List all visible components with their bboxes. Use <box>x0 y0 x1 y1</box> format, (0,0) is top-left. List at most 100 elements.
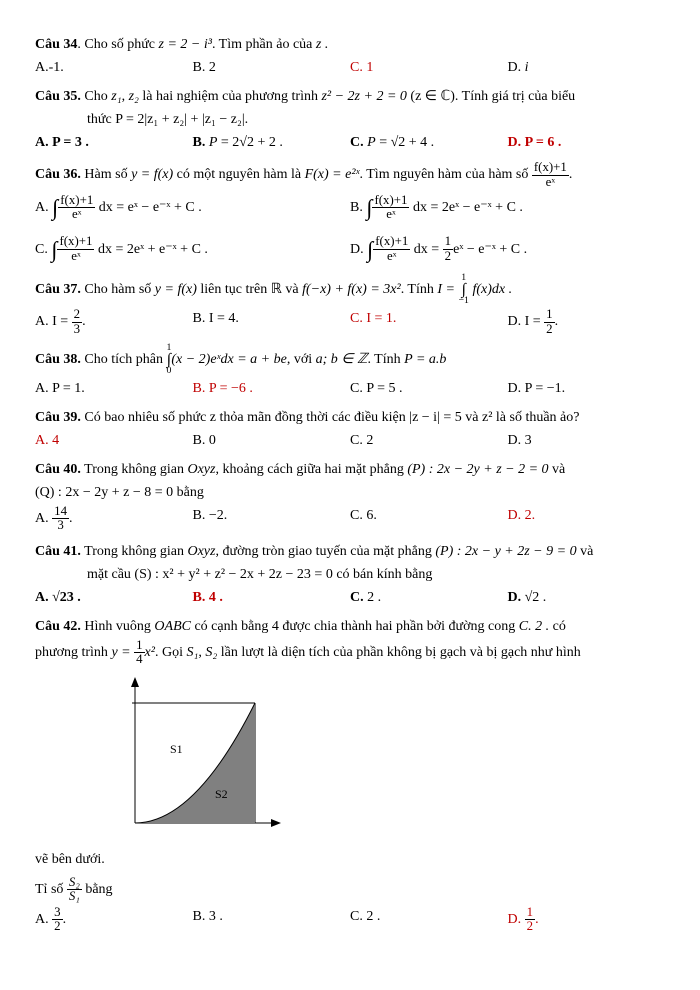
q41-oxyz: Oxyz <box>187 544 215 559</box>
q40-opt-b: B. −2. <box>193 505 351 533</box>
q36-stem-a: Hàm số <box>81 167 131 182</box>
q39-opt-d: D. 3 <box>508 430 666 451</box>
q36-a-frac: f(x)+1eˣ <box>58 194 95 222</box>
q40-line2: (Q) : 2x − 2y + z − 8 = 0 bằng <box>35 482 665 503</box>
q36-opt-b: B. ∫f(x)+1eˣ dx = 2eˣ − e⁻ˣ + C . <box>350 191 665 225</box>
q42-options: A. 32. B. 3 . C. 2 . D. 12. <box>35 906 665 934</box>
q42-C: C. 2 . <box>519 619 549 634</box>
q36-d-half: 12 <box>443 235 453 263</box>
q35-opt-c: C. P = √2 + 4 . <box>350 132 508 153</box>
q36-c-frac: f(x)+1eˣ <box>57 235 94 263</box>
question-34: Câu 34. Cho số phức z = 2 − i³. Tìm phần… <box>35 34 665 55</box>
q37-options: A. I = 23. B. I = 4. C. I = 1. D. I = 12… <box>35 308 665 336</box>
q34-expr: z = 2 − i³ <box>159 37 212 52</box>
q42-below: vẽ bên dưới. <box>35 849 665 870</box>
q36-b-pre: B. <box>350 200 366 215</box>
q36-yfx: y = f(x) <box>131 167 173 182</box>
q37-opt-d: D. I = 12. <box>508 308 666 336</box>
q41-options: A. √23 . B. 4 . C. 2 . D. √2 . <box>35 587 665 608</box>
q34-stem-a: . Cho số phức <box>77 37 158 52</box>
question-39: Câu 39. Có bao nhiêu số phức z thỏa mãn … <box>35 407 665 428</box>
q34-opt-b: B. 2 <box>193 57 351 78</box>
q41-opt-b: B. 4 . <box>193 587 351 608</box>
q40-opt-c: C. 6. <box>350 505 508 533</box>
q36-label: Câu 36. <box>35 167 81 182</box>
q35-stem-a: Cho <box>81 89 111 104</box>
q38-stem-b: , với <box>287 352 316 367</box>
chart-s2-label: S2 <box>215 787 228 801</box>
q36-stem-c: . Tìm nguyên hàm của hàm số <box>360 167 532 182</box>
q41-stem-b: , đường tròn giao tuyến của mặt phẳng <box>215 544 435 559</box>
q42-opt-d: D. 12. <box>508 906 666 934</box>
q35-stem-d: . Tính giá trị của biểu <box>455 89 575 104</box>
q41-opt-c: C. 2 . <box>350 587 508 608</box>
question-38: Câu 38. Cho tích phân 1∫0(x − 2)eˣdx = a… <box>35 344 665 376</box>
q36-dot: . <box>569 167 573 182</box>
q42-opt-a: A. 32. <box>35 906 193 934</box>
q37-stem-b: liên tục trên <box>197 282 271 297</box>
q35-z2: z₂ <box>129 89 139 104</box>
question-41: Câu 41. Trong không gian Oxyz, đường trò… <box>35 541 665 562</box>
q38-cond: a; b ∈ ℤ <box>316 352 368 367</box>
q36-options-row1: A. ∫f(x)+1eˣ dx = eˣ − e⁻ˣ + C . B. ∫f(x… <box>35 191 665 225</box>
q39-opt-b: B. 0 <box>193 430 351 451</box>
q42-ratio: Tỉ số S₂S₁ bằng <box>35 876 665 904</box>
q41-line2: mặt cầu (S) : x² + y² + z² − 2x + 2z − 2… <box>87 564 665 585</box>
q40-oxyz: Oxyz <box>187 462 215 477</box>
q34-opt-a: A.-1. <box>35 57 193 78</box>
q37-yfx: y = f(x) <box>155 282 197 297</box>
q36-b-post: dx = 2eˣ − e⁻ˣ + C . <box>409 200 522 215</box>
q38-opt-c: C. P = 5 . <box>350 378 508 399</box>
q41-opt-a: A. √23 . <box>35 587 193 608</box>
q37-Ieq-post: f(x)dx . <box>469 282 512 297</box>
q35-opt-b: B. P = 2√2 + 2 . <box>193 132 351 153</box>
q36-a-post: dx = eˣ − e⁻ˣ + C . <box>95 200 201 215</box>
q38-integrand: (x − 2)eˣdx = a + be <box>171 352 286 367</box>
q42-chart: S1 S2 <box>115 673 285 843</box>
q42-oabc: OABC <box>154 619 191 634</box>
q35-stem-b: , <box>122 89 129 104</box>
q38-opt-d: D. P = −1. <box>508 378 666 399</box>
q40-options: A. 143. B. −2. C. 6. D. 2. <box>35 505 665 533</box>
q36-d-frac: f(x)+1eˣ <box>373 235 410 263</box>
q36-d-mid: dx = <box>410 242 442 257</box>
q40-stem-a: Trong không gian <box>81 462 188 477</box>
q39-opt-c: C. 2 <box>350 430 508 451</box>
q36-opt-d: D. ∫f(x)+1eˣ dx = 12eˣ − e⁻ˣ + C . <box>350 233 665 267</box>
q35-opt-a: A. P = 3 . <box>35 132 193 153</box>
q36-frac-d: eˣ <box>532 176 569 190</box>
question-40: Câu 40. Trong không gian Oxyz, khoảng cá… <box>35 459 665 480</box>
q35-line2: thức P = 2|z₁ + z₂| + |z₁ − z₂|. <box>87 109 665 130</box>
q37-opt-b: B. I = 4. <box>193 308 351 336</box>
question-37: Câu 37. Cho hàm số y = f(x) liên tục trê… <box>35 274 665 306</box>
q37-Ieq-pre: I = <box>437 282 458 297</box>
q35-opt-d: D. P = 6 . <box>508 132 666 153</box>
q34-stem-b: . Tìm phần ảo của <box>212 37 316 52</box>
q40-opt-a: A. 143. <box>35 505 193 533</box>
q36-d-pre: D. <box>350 242 367 257</box>
q35-z1: z₁ <box>111 89 121 104</box>
q36-opt-c: C. ∫f(x)+1eˣ dx = 2eˣ + e⁻ˣ + C . <box>35 233 350 267</box>
q34-options: A.-1. B. 2 C. 1 D. i <box>35 57 665 78</box>
q39-opt-a: A. 4 <box>35 430 193 451</box>
q39-options: A. 4 B. 0 C. 2 D. 3 <box>35 430 665 451</box>
q36-frac: f(x)+1eˣ <box>532 161 569 189</box>
q42-line2: phương trình y = 14x². Gọi S₁, S₂ lần lư… <box>35 639 665 667</box>
q36-frac-n: f(x)+1 <box>532 161 569 176</box>
q38-Pab: P = a.b <box>404 352 446 367</box>
q37-opt-a: A. I = 23. <box>35 308 193 336</box>
q36-options-row2: C. ∫f(x)+1eˣ dx = 2eˣ + e⁻ˣ + C . D. ∫f(… <box>35 233 665 267</box>
q38-stem-a: Cho tích phân <box>81 352 167 367</box>
q38-options: A. P = 1. B. P = −6 . C. P = 5 . D. P = … <box>35 378 665 399</box>
q37-eq: f(−x) + f(x) = 3x² <box>302 282 401 297</box>
q36-a-pre: A. <box>35 200 52 215</box>
q36-b-frac: f(x)+1eˣ <box>372 194 409 222</box>
q42-stem-a: Hình vuông <box>81 619 155 634</box>
q41-P: (P) : 2x − y + 2z − 9 = 0 <box>435 544 576 559</box>
q42-stem-c: có <box>549 619 566 634</box>
q42-opt-b: B. 3 . <box>193 906 351 934</box>
q34-opt-d-i: i <box>525 60 529 75</box>
q35-eq: z² − 2z + 2 = 0 <box>321 89 406 104</box>
q40-label: Câu 40. <box>35 462 81 477</box>
q42-stem-b: có cạnh bằng 4 được chia thành hai phần … <box>191 619 519 634</box>
